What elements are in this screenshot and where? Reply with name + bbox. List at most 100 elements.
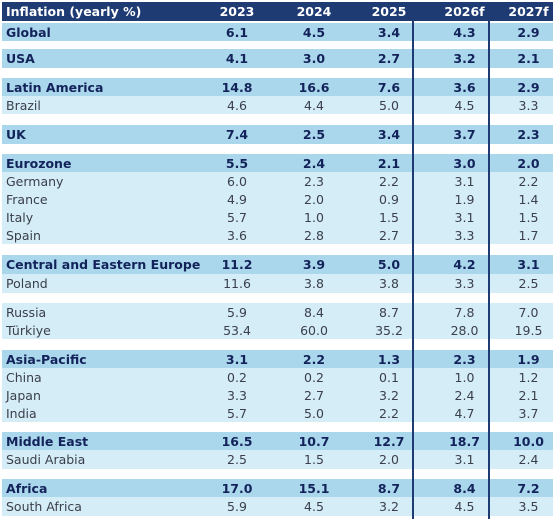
value-cell: 2.7	[304, 387, 324, 403]
value-cell: 5.7	[227, 405, 247, 421]
value-cell: 8.7	[377, 481, 401, 496]
value-cell: 2.3	[453, 352, 476, 367]
value-cell: 2.5	[518, 276, 539, 291]
value-cell: 1.9	[517, 352, 540, 367]
header-year: 2025	[371, 4, 407, 19]
value-cell: 4.9	[227, 191, 247, 207]
value-cell: 1.0	[304, 209, 324, 225]
value-cell: 2.0	[517, 156, 540, 171]
value-cell: 5.9	[227, 305, 247, 320]
row-label: Latin America	[6, 80, 104, 95]
region-row: Africa 17.0 15.1 8.7 8.4 7.2	[2, 479, 553, 498]
value-cell: 2.1	[518, 387, 539, 403]
forecast-divider-left	[412, 2, 414, 519]
value-cell: 2.9	[517, 80, 540, 95]
value-cell: 19.5	[514, 322, 543, 338]
row-label: Türkiye	[6, 322, 51, 338]
region-row: Latin America 14.8 16.6 7.6 3.6 2.9	[2, 78, 553, 97]
row-label: UK	[6, 127, 26, 142]
value-cell: 4.1	[225, 51, 249, 66]
row-label: Poland	[6, 276, 48, 291]
row-label: Japan	[6, 387, 41, 403]
value-cell: 3.0	[302, 51, 326, 66]
value-cell: 0.9	[379, 191, 399, 207]
forecast-divider-right	[488, 2, 490, 519]
country-row: Brazil 4.6 4.4 5.0 4.5 3.3	[2, 96, 553, 114]
value-cell: 7.0	[518, 305, 539, 320]
region-row: Middle East 16.5 10.7 12.7 18.7 10.0	[2, 432, 553, 451]
value-cell: 1.7	[518, 227, 539, 243]
country-row: China 0.2 0.2 0.1 1.0 1.2	[2, 368, 553, 386]
value-cell: 3.3	[518, 97, 539, 113]
region-row: Global 6.1 4.5 3.4 4.3 2.9	[2, 23, 553, 41]
value-cell: 28.0	[450, 322, 479, 338]
value-cell: 6.1	[225, 24, 249, 40]
row-label: France	[6, 191, 48, 207]
value-cell: 8.7	[379, 305, 399, 320]
value-cell: 5.0	[304, 405, 324, 421]
value-cell: 60.0	[300, 322, 328, 338]
value-cell: 2.4	[518, 452, 539, 467]
value-cell: 18.7	[449, 434, 480, 449]
value-cell: 3.2	[453, 51, 476, 66]
header-year: 2024	[296, 4, 332, 19]
value-cell: 1.2	[518, 369, 539, 385]
value-cell: 4.7	[454, 405, 475, 421]
row-label: Eurozone	[6, 156, 72, 171]
row-label: Global	[6, 24, 51, 40]
value-cell: 2.1	[517, 51, 540, 66]
value-cell: 2.5	[227, 452, 247, 467]
value-cell: 8.4	[304, 305, 324, 320]
value-cell: 2.2	[379, 173, 399, 189]
value-cell: 53.4	[223, 322, 251, 338]
value-cell: 3.2	[379, 387, 399, 403]
row-label: Central and Eastern Europe	[6, 257, 201, 272]
value-cell: 2.4	[302, 156, 326, 171]
row-label: Russia	[6, 305, 47, 320]
region-row: UK 7.4 2.5 3.4 3.7 2.3	[2, 125, 553, 144]
region-row: Central and Eastern Europe 11.2 3.9 5.0 4.2 3…	[2, 255, 553, 274]
value-cell: 5.9	[227, 499, 247, 514]
value-cell: 8.4	[453, 481, 476, 496]
value-cell: 3.1	[454, 452, 475, 467]
row-label: India	[6, 405, 37, 421]
region-row: Eurozone 5.5 2.4 2.1 3.0 2.0	[2, 154, 553, 173]
value-cell: 7.6	[377, 80, 401, 95]
value-cell: 3.4	[377, 24, 401, 40]
value-cell: 10.7	[298, 434, 330, 449]
country-row: Germany 6.0 2.3 2.2 3.1 2.2	[2, 172, 553, 190]
value-cell: 4.5	[304, 499, 324, 514]
region-row: USA 4.1 3.0 2.7 3.2 2.1	[2, 49, 553, 68]
value-cell: 3.8	[304, 276, 324, 291]
value-cell: 3.8	[379, 276, 399, 291]
value-cell: 2.9	[517, 24, 540, 40]
country-row: Japan 3.3 2.7 3.2 2.4 2.1	[2, 386, 553, 404]
value-cell: 14.8	[221, 80, 253, 95]
value-cell: 2.5	[302, 127, 326, 142]
country-row: Türkiye 53.4 60.0 35.2 28.0 19.5	[2, 321, 553, 339]
row-label: Africa	[6, 481, 48, 496]
value-cell: 1.9	[454, 191, 475, 207]
value-cell: 10.0	[513, 434, 544, 449]
row-label: China	[6, 369, 42, 385]
value-cell: 3.7	[518, 405, 539, 421]
value-cell: 11.2	[221, 257, 253, 272]
value-cell: 2.2	[518, 173, 539, 189]
value-cell: 2.2	[302, 352, 326, 367]
row-label: Asia-Pacific	[6, 352, 87, 367]
value-cell: 2.4	[454, 387, 475, 403]
value-cell: 2.1	[377, 156, 401, 171]
value-cell: 1.3	[377, 352, 401, 367]
value-cell: 3.9	[302, 257, 326, 272]
header-year: 2026f	[444, 4, 485, 19]
value-cell: 4.4	[304, 97, 324, 113]
row-label: USA	[6, 51, 35, 66]
table-header: Inflation (yearly %) 2023 2024 2025 2026…	[2, 2, 553, 21]
value-cell: 3.7	[453, 127, 476, 142]
value-cell: 3.2	[379, 499, 399, 514]
value-cell: 5.0	[377, 257, 401, 272]
value-cell: 3.3	[227, 387, 247, 403]
value-cell: 6.0	[227, 173, 247, 189]
country-row: Saudi Arabia 2.5 1.5 2.0 3.1 2.4	[2, 450, 553, 469]
